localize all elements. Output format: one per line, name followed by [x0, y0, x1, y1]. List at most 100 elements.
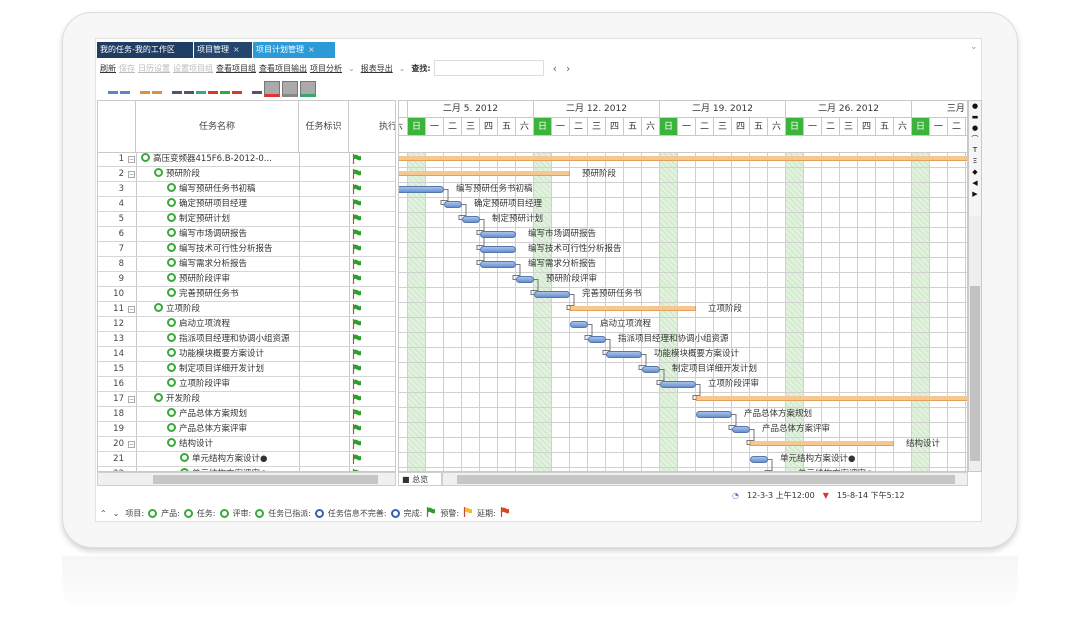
toolbar-button-7[interactable]: 项目分析 — [310, 63, 342, 73]
gantt-horizontal-scrollbar[interactable] — [442, 472, 968, 486]
table-row[interactable]: 11− 立项阶段 — [98, 302, 395, 317]
search-prev-button[interactable]: ‹ — [552, 61, 558, 75]
summary-bar[interactable] — [570, 305, 696, 311]
table-row[interactable]: 19 产品总体方案评审 — [98, 422, 395, 437]
table-row[interactable]: 1− 高压变频器415F6.B-2012-0... — [98, 152, 395, 167]
preview-icon[interactable] — [120, 84, 130, 94]
vertical-scrollbar[interactable] — [969, 216, 981, 471]
dropdown-chevron-icon[interactable]: ⌄ — [398, 63, 406, 73]
task-bar[interactable] — [732, 426, 750, 433]
header-task-name[interactable]: 任务名称 — [136, 101, 299, 153]
table-row[interactable]: 10 完善预研任务书 — [98, 287, 395, 302]
task-bar[interactable] — [480, 261, 516, 268]
table-row[interactable]: 5 制定预研计划 — [98, 212, 395, 227]
baseline-icon[interactable] — [300, 81, 316, 97]
task-bar[interactable] — [516, 276, 534, 283]
overview-tab[interactable]: ■ 总览 — [398, 472, 442, 486]
chevron-down-icon[interactable]: ⌄ — [970, 42, 978, 52]
collapse-up-icon[interactable]: ⌃ — [100, 508, 107, 518]
toolbar-button-1[interactable]: 刷新 — [100, 63, 116, 73]
table-row[interactable]: 12 启动立项流程 — [98, 317, 395, 332]
collapse-toggle-icon[interactable]: − — [128, 171, 135, 178]
header-exec[interactable]: 执行 — [349, 101, 395, 153]
task-bar[interactable] — [696, 411, 732, 418]
search-input[interactable] — [433, 60, 544, 76]
collapse-toggle-icon[interactable]: − — [128, 441, 135, 448]
toolbar-button-5[interactable]: 查看项目组 — [216, 63, 256, 73]
table-row[interactable]: 4 确定预研项目经理 — [98, 197, 395, 212]
task-bar[interactable] — [606, 351, 642, 358]
task-bar[interactable] — [750, 456, 768, 463]
link-icon[interactable] — [172, 84, 182, 94]
task-bar[interactable] — [480, 231, 516, 238]
table-row[interactable]: 16 立项阶段评审 — [98, 377, 395, 392]
task-bar[interactable] — [399, 186, 444, 193]
zoom-out-icon[interactable]: ▬ — [971, 113, 979, 121]
zoom-fit-icon[interactable]: ● — [971, 124, 979, 132]
vertical-scroll-thumb[interactable] — [970, 286, 980, 461]
table-row[interactable]: 8 编写需求分析报告 — [98, 257, 395, 272]
summary-bar[interactable] — [696, 395, 967, 401]
grid-horizontal-scrollbar[interactable] — [97, 472, 396, 486]
tab-2[interactable]: 项目管理 × — [194, 42, 252, 58]
table-row[interactable]: 20− 结构设计 — [98, 437, 395, 452]
task-bar[interactable] — [570, 321, 588, 328]
table-row[interactable]: 9 预研阶段评审 — [98, 272, 395, 287]
zoom-in-icon[interactable]: ● — [971, 102, 979, 110]
summary-bar[interactable] — [750, 440, 894, 446]
target-icon[interactable] — [282, 81, 298, 97]
table-row[interactable]: 3 编写预研任务书初稿 — [98, 182, 395, 197]
task-bar[interactable] — [660, 381, 696, 388]
table-row[interactable]: 7 编写技术可行性分析报告 — [98, 242, 395, 257]
expand-down-icon[interactable]: ⌄ — [112, 508, 120, 518]
unlink-icon[interactable] — [184, 84, 194, 94]
collapse-toggle-icon[interactable]: − — [128, 396, 135, 403]
task-bar[interactable] — [462, 216, 480, 223]
table-row[interactable]: 14 功能模块概要方案设计 — [98, 347, 395, 362]
expand-icon[interactable] — [220, 84, 230, 94]
toolbar-button-8[interactable]: 报表导出 — [360, 63, 393, 73]
header-task-tag[interactable]: 任务标识 — [299, 101, 349, 153]
goto-today-icon[interactable]: Ξ — [972, 157, 978, 165]
table-row[interactable]: 6 编写市场调研报告 — [98, 227, 395, 242]
task-bar[interactable] — [534, 291, 570, 298]
task-bar[interactable] — [444, 201, 462, 208]
table-row[interactable]: 2− 预研阶段 — [98, 167, 395, 182]
table-row[interactable]: 21 单元结构方案设计● — [98, 452, 395, 467]
columns-icon[interactable] — [252, 84, 262, 94]
collapse-icon[interactable] — [232, 84, 242, 94]
collapse-toggle-icon[interactable]: − — [128, 156, 135, 163]
table-row[interactable]: 18 产品总体方案规划 — [98, 407, 395, 422]
header-select-all[interactable] — [98, 101, 136, 153]
scroll-top-icon[interactable]: ⌒ — [971, 135, 979, 143]
table-row[interactable]: 15 制定项目详细开发计划 — [98, 362, 395, 377]
indent-icon[interactable] — [140, 84, 150, 94]
scroll-right-icon[interactable]: ▶ — [972, 190, 978, 198]
toolbar-button-6[interactable]: 查看项目输出 — [259, 63, 307, 73]
collapse-toggle-icon[interactable]: − — [128, 306, 135, 313]
tab-1[interactable]: 我的任务-我的工作区 — [97, 42, 193, 58]
tab-3[interactable]: 项目计划管理 × — [253, 42, 335, 58]
table-row[interactable]: 13 指派项目经理和协调小组资源 — [98, 332, 395, 347]
gantt-scroll-thumb[interactable] — [457, 475, 955, 484]
goto-task-icon[interactable]: ◆ — [972, 168, 978, 176]
critical-path-icon[interactable] — [264, 81, 280, 97]
grid-scroll-thumb[interactable] — [153, 475, 378, 484]
task-bar[interactable] — [642, 366, 660, 373]
scroll-left-icon[interactable]: ◀ — [972, 179, 978, 187]
dropdown-chevron-icon[interactable]: ⌄ — [348, 63, 355, 73]
table-row[interactable]: 17− 开发阶段 — [98, 392, 395, 407]
grid-icon[interactable] — [196, 84, 206, 94]
filter-icon[interactable] — [208, 84, 218, 94]
print-icon[interactable] — [108, 84, 118, 94]
summary-bar[interactable] — [399, 155, 967, 161]
task-bar[interactable] — [588, 336, 606, 343]
task-bar[interactable] — [480, 246, 516, 253]
tab-close-icon[interactable]: × — [308, 45, 315, 54]
search-next-button[interactable]: › — [566, 61, 571, 75]
goto-top-icon[interactable]: T — [972, 146, 978, 154]
tab-close-icon[interactable]: × — [233, 45, 240, 54]
summary-bar[interactable] — [399, 170, 570, 176]
outdent-icon[interactable] — [152, 84, 162, 94]
table-row[interactable]: 22 单元结构方案评审● — [98, 467, 395, 471]
